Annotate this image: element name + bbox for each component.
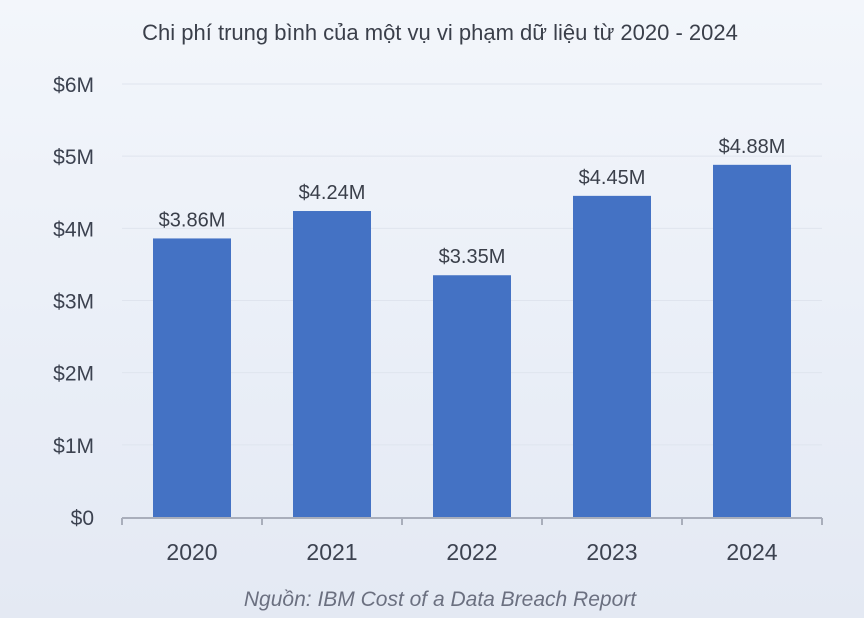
y-tick-label: $5M: [53, 146, 94, 169]
data-label-2023: $4.45M: [579, 167, 646, 189]
x-tick-label-2023: 2023: [586, 539, 637, 565]
y-tick-label: $0: [71, 507, 94, 530]
data-labels: $3.86M $4.24M $3.35M $4.45M $4.88M: [159, 136, 786, 268]
data-label-2022: $3.35M: [439, 246, 506, 268]
y-axis-ticks: $0 $1M $2M $3M $4M $5M $6M: [53, 74, 94, 530]
y-tick-label: $6M: [53, 74, 94, 97]
x-tick-label-2021: 2021: [306, 539, 357, 565]
y-tick-label: $4M: [53, 218, 94, 241]
data-label-2024: $4.88M: [719, 136, 786, 158]
chart-title: Chi phí trung bình của một vụ vi phạm dữ…: [142, 20, 738, 45]
x-axis-ticks: 2020 2021 2022 2023 2024: [166, 539, 777, 565]
bar-2021: [293, 211, 371, 517]
bar-2020: [153, 238, 231, 518]
x-tick-label-2024: 2024: [726, 539, 777, 565]
y-tick-label: $2M: [53, 363, 94, 386]
bar-2024: [713, 164, 791, 517]
x-axis: [121, 517, 823, 525]
x-tick-label-2020: 2020: [166, 539, 217, 565]
x-tick-label-2022: 2022: [446, 539, 497, 565]
chart-source-note: Nguồn: IBM Cost of a Data Breach Report: [244, 588, 637, 611]
bar-2022: [433, 275, 511, 517]
y-tick-label: $3M: [53, 291, 94, 314]
bars: [153, 164, 791, 518]
bar-2023: [573, 195, 651, 517]
data-label-2021: $4.24M: [299, 182, 366, 204]
data-label-2020: $3.86M: [159, 209, 226, 231]
y-tick-label: $1M: [53, 435, 94, 458]
